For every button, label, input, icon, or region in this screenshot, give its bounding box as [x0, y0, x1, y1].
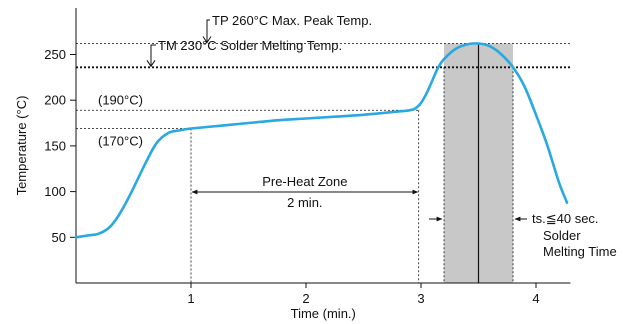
- ts-melting-time-label: Melting Time: [543, 244, 617, 259]
- preheat-duration-label: 2 min.: [287, 195, 322, 210]
- x-axis-title: Time (min.): [291, 306, 356, 321]
- x-tick-label-1: 2: [302, 291, 309, 306]
- tm-bracket-arrow: [146, 44, 156, 68]
- temp-170-label: (170°C): [98, 134, 143, 149]
- temp-190-label: (190°C): [98, 92, 143, 107]
- tp-bracket-arrow: [202, 19, 212, 44]
- reference-lines-layer: [76, 43, 571, 283]
- tm-melting-label: TM 230°C Solder Melting Temp.: [158, 38, 342, 53]
- ts-duration-label: ts.≦40 sec.: [532, 211, 599, 226]
- y-axis-title: Temperature (°C): [14, 96, 29, 196]
- y-tick-label-3: 200: [44, 93, 66, 108]
- tp-peak-label: TP 260°C Max. Peak Temp.: [212, 13, 372, 28]
- ts-solder-label: Solder: [543, 228, 581, 243]
- y-tick-label-4: 250: [44, 47, 66, 62]
- y-tick-label-1: 100: [44, 184, 66, 199]
- preheat-zone-label: Pre-Heat Zone: [262, 174, 347, 189]
- temperature-curve: [74, 42, 569, 239]
- x-tick-label-2: 3: [417, 291, 424, 306]
- annotation-layer: TP 260°C Max. Peak Temp. TM 230°C Solder…: [98, 13, 617, 259]
- tick-layer: 50 100 150 200 250 1 2 3 4: [44, 47, 539, 306]
- y-tick-label-2: 150: [44, 138, 66, 153]
- x-tick-label-0: 1: [187, 291, 194, 306]
- y-tick-label-0: 50: [52, 230, 66, 245]
- x-tick-label-3: 4: [532, 291, 539, 306]
